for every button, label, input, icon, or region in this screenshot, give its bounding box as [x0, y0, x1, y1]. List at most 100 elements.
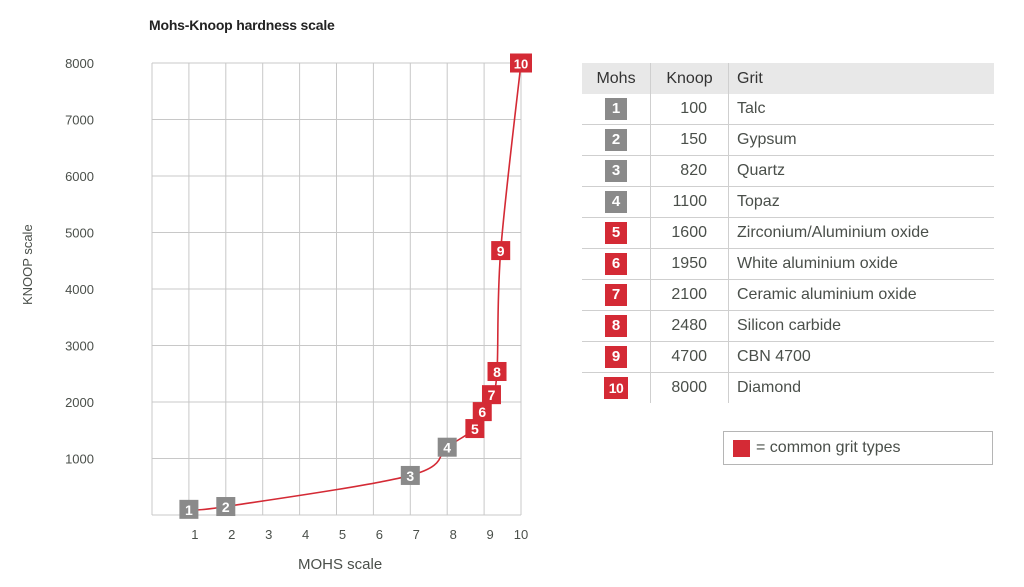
cell-mohs: 1	[582, 94, 651, 125]
cell-mohs: 3	[582, 155, 651, 187]
data-marker-7	[481, 385, 501, 405]
x-tick-label: 1	[191, 527, 198, 542]
marker-label: 2	[222, 499, 230, 515]
marker-label: 6	[478, 404, 486, 420]
data-marker-3	[400, 465, 420, 485]
cell-knoop: 2100	[650, 279, 729, 311]
cell-grit: Quartz	[728, 155, 994, 187]
y-tick-label: 2000	[65, 395, 94, 410]
table-body: 1 100 Talc 2 150 Gypsum 3 820 Quartz 4 1100 Topaz 5 1…	[582, 94, 994, 403]
data-marker-6	[472, 402, 492, 422]
cell-knoop: 8000	[650, 372, 729, 403]
cell-mohs: 5	[582, 217, 651, 249]
cell-grit: Ceramic aluminium oxide	[728, 279, 994, 311]
cell-knoop: 4700	[650, 341, 729, 373]
cell-grit: CBN 4700	[728, 341, 994, 373]
x-axis-label: MOHS scale	[298, 556, 383, 573]
knoop-value: 2100	[671, 286, 707, 303]
data-marker-2	[216, 497, 236, 517]
marker-label: 7	[488, 387, 496, 403]
cell-grit: Diamond	[728, 372, 994, 403]
x-tick-label: 8	[450, 527, 457, 542]
cell-mohs: 4	[582, 186, 651, 218]
marker-label: 3	[406, 468, 414, 484]
marker-label: 8	[493, 364, 501, 380]
cell-mohs: 7	[582, 279, 651, 311]
x-tick-label: 5	[339, 527, 346, 542]
data-marker-8	[487, 361, 507, 381]
legend-red-swatch	[733, 440, 750, 457]
mohs-badge: 1	[605, 98, 627, 120]
cell-mohs: 6	[582, 248, 651, 280]
x-tick-label: 7	[413, 527, 420, 542]
y-axis-label: KNOOP scale	[20, 224, 35, 305]
cell-knoop: 820	[650, 155, 729, 187]
table-row: 4 1100 Topaz	[582, 186, 994, 218]
cell-grit: White aluminium oxide	[728, 248, 994, 280]
cell-grit: Silicon carbide	[728, 310, 994, 342]
header-mohs: Mohs	[582, 63, 651, 94]
knoop-value: 1600	[671, 224, 707, 241]
cell-knoop: 100	[650, 94, 729, 125]
marker-label: 5	[471, 421, 479, 437]
knoop-value: 820	[680, 162, 707, 179]
x-tick-label: 9	[486, 527, 493, 542]
table-row: 1 100 Talc	[582, 94, 994, 125]
mohs-badge: 7	[605, 284, 627, 306]
cell-mohs: 10	[582, 372, 651, 403]
header-grit: Grit	[728, 63, 994, 94]
cell-knoop: 1100	[650, 186, 729, 218]
x-tick-label: 4	[302, 527, 309, 542]
x-tick-label: 6	[376, 527, 383, 542]
data-marker-5	[465, 419, 485, 439]
cell-knoop: 2480	[650, 310, 729, 342]
table-header-row: Mohs Knoop Grit	[582, 63, 994, 94]
marker-label: 1	[185, 502, 193, 518]
y-tick-label: 4000	[65, 282, 94, 297]
y-tick-label: 5000	[65, 226, 94, 241]
mohs-badge: 2	[605, 129, 627, 151]
mohs-badge: 4	[605, 191, 627, 213]
table-row: 7 2100 Ceramic aluminium oxide	[582, 279, 994, 311]
data-marker-1	[179, 499, 199, 519]
hardness-curve	[188, 62, 522, 511]
data-marker-4	[437, 437, 457, 457]
mohs-badge: 9	[605, 346, 627, 368]
legend-text: = common grit types	[756, 439, 901, 456]
knoop-value: 150	[680, 131, 707, 148]
table-row: 9 4700 CBN 4700	[582, 341, 994, 373]
mohs-badge: 8	[605, 315, 627, 337]
header-knoop: Knoop	[650, 63, 729, 94]
cell-mohs: 9	[582, 341, 651, 373]
table-row: 6 1950 White aluminium oxide	[582, 248, 994, 280]
cell-knoop: 1600	[650, 217, 729, 249]
table-row: 5 1600 Zirconium/Aluminium oxide	[582, 217, 994, 249]
table-row: 2 150 Gypsum	[582, 124, 994, 156]
table-row: 3 820 Quartz	[582, 155, 994, 187]
knoop-value: 1950	[671, 255, 707, 272]
hardness-table: Mohs Knoop Grit 1 100 Talc 2 150 Gypsum 3 820 Qu…	[582, 63, 994, 403]
x-tick-label: 10	[514, 527, 528, 542]
x-tick-label: 3	[265, 527, 272, 542]
chart-title: Mohs-Knoop hardness scale	[149, 17, 335, 33]
data-marker-9	[491, 241, 511, 261]
knoop-value: 1100	[672, 193, 707, 210]
cell-grit: Zirconium/Aluminium oxide	[728, 217, 994, 249]
y-tick-label: 7000	[65, 113, 94, 128]
mohs-badge: 3	[605, 160, 627, 182]
cell-knoop: 150	[650, 124, 729, 156]
cell-mohs: 8	[582, 310, 651, 342]
knoop-value: 100	[680, 100, 707, 117]
cell-grit: Gypsum	[728, 124, 994, 156]
marker-label: 10	[514, 57, 528, 72]
cell-knoop: 1950	[650, 248, 729, 280]
data-marker-10	[510, 53, 532, 73]
legend-box: = common grit types	[723, 431, 993, 465]
y-tick-label: 1000	[65, 452, 94, 467]
knoop-value: 2480	[671, 317, 707, 334]
y-tick-label: 6000	[65, 169, 94, 184]
table-row: 8 2480 Silicon carbide	[582, 310, 994, 342]
marker-label: 4	[443, 440, 451, 456]
knoop-value: 4700	[671, 348, 707, 365]
